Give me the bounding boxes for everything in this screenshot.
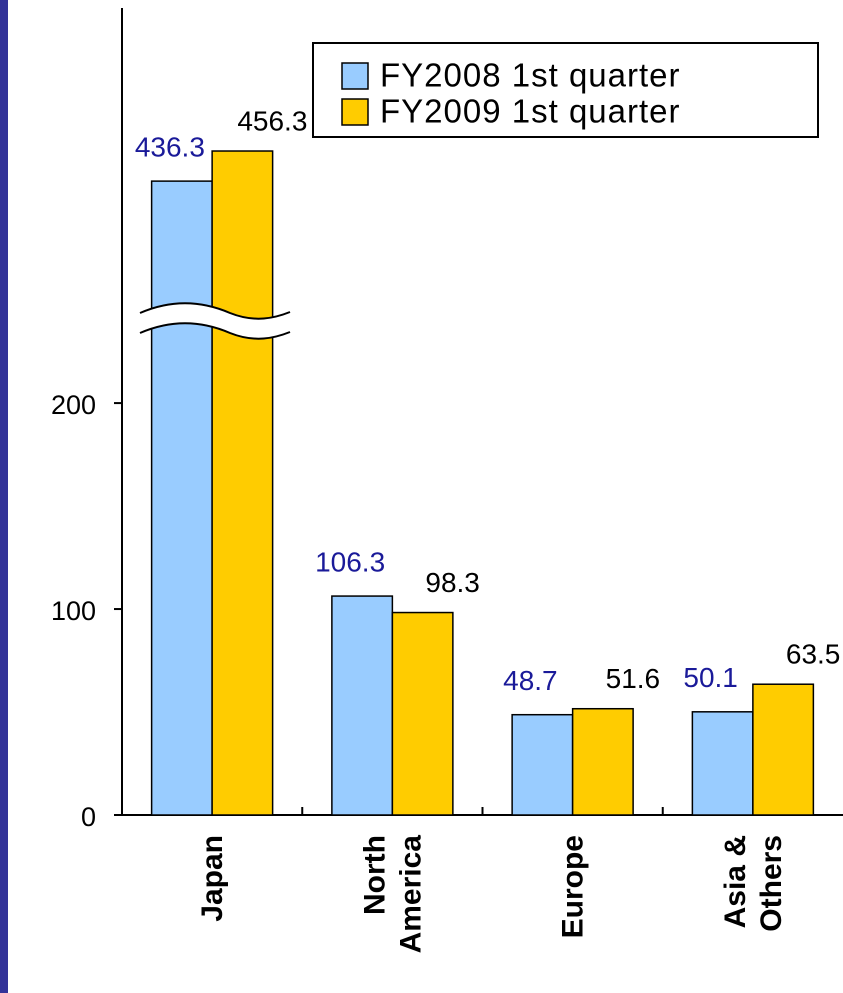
axis-break-line: [139, 322, 291, 340]
axis-break: [140, 303, 290, 339]
x-tick-label: Europe: [557, 835, 590, 938]
x-tick-label: North: [358, 835, 391, 915]
x-tick-label-group: Asia & Others: [719, 835, 788, 932]
value-label: 456.3: [237, 105, 307, 136]
x-tick-label-group: Europe: [557, 835, 590, 938]
x-tick-label: America: [394, 835, 427, 954]
legend-label: FY2008 1st quarter: [380, 57, 681, 94]
value-label: 436.3: [135, 132, 205, 163]
bar: [211, 150, 274, 816]
bar: [331, 595, 394, 816]
legend-swatch: [341, 62, 369, 90]
legend-label: FY2009 1st quarter: [380, 93, 681, 130]
y-tick-label: 200: [51, 390, 96, 420]
bar: [691, 711, 754, 816]
bar: [511, 713, 574, 816]
value-label: 50.1: [683, 662, 738, 693]
bar: [752, 683, 815, 816]
value-label: 48.7: [503, 665, 558, 696]
value-label: 63.5: [786, 639, 841, 670]
bar: [391, 611, 454, 816]
bar: [150, 180, 213, 816]
value-label: 106.3: [315, 546, 385, 577]
x-tick-label: Asia &: [719, 835, 752, 928]
axis-break-line: [139, 302, 291, 320]
legend-box: [312, 42, 819, 138]
x-tick-label: Japan: [196, 835, 229, 922]
bar: [571, 707, 634, 816]
y-tick-label: 100: [51, 596, 96, 626]
x-tick-label-group: North America: [358, 835, 427, 954]
x-tick-label-group: Japan: [196, 835, 229, 922]
value-label: 98.3: [425, 567, 480, 598]
side-strip: [0, 0, 8, 993]
y-tick-label: 0: [81, 802, 96, 832]
legend-swatch: [341, 98, 369, 126]
x-tick-label: Others: [755, 835, 788, 932]
value-label: 51.6: [606, 663, 661, 694]
